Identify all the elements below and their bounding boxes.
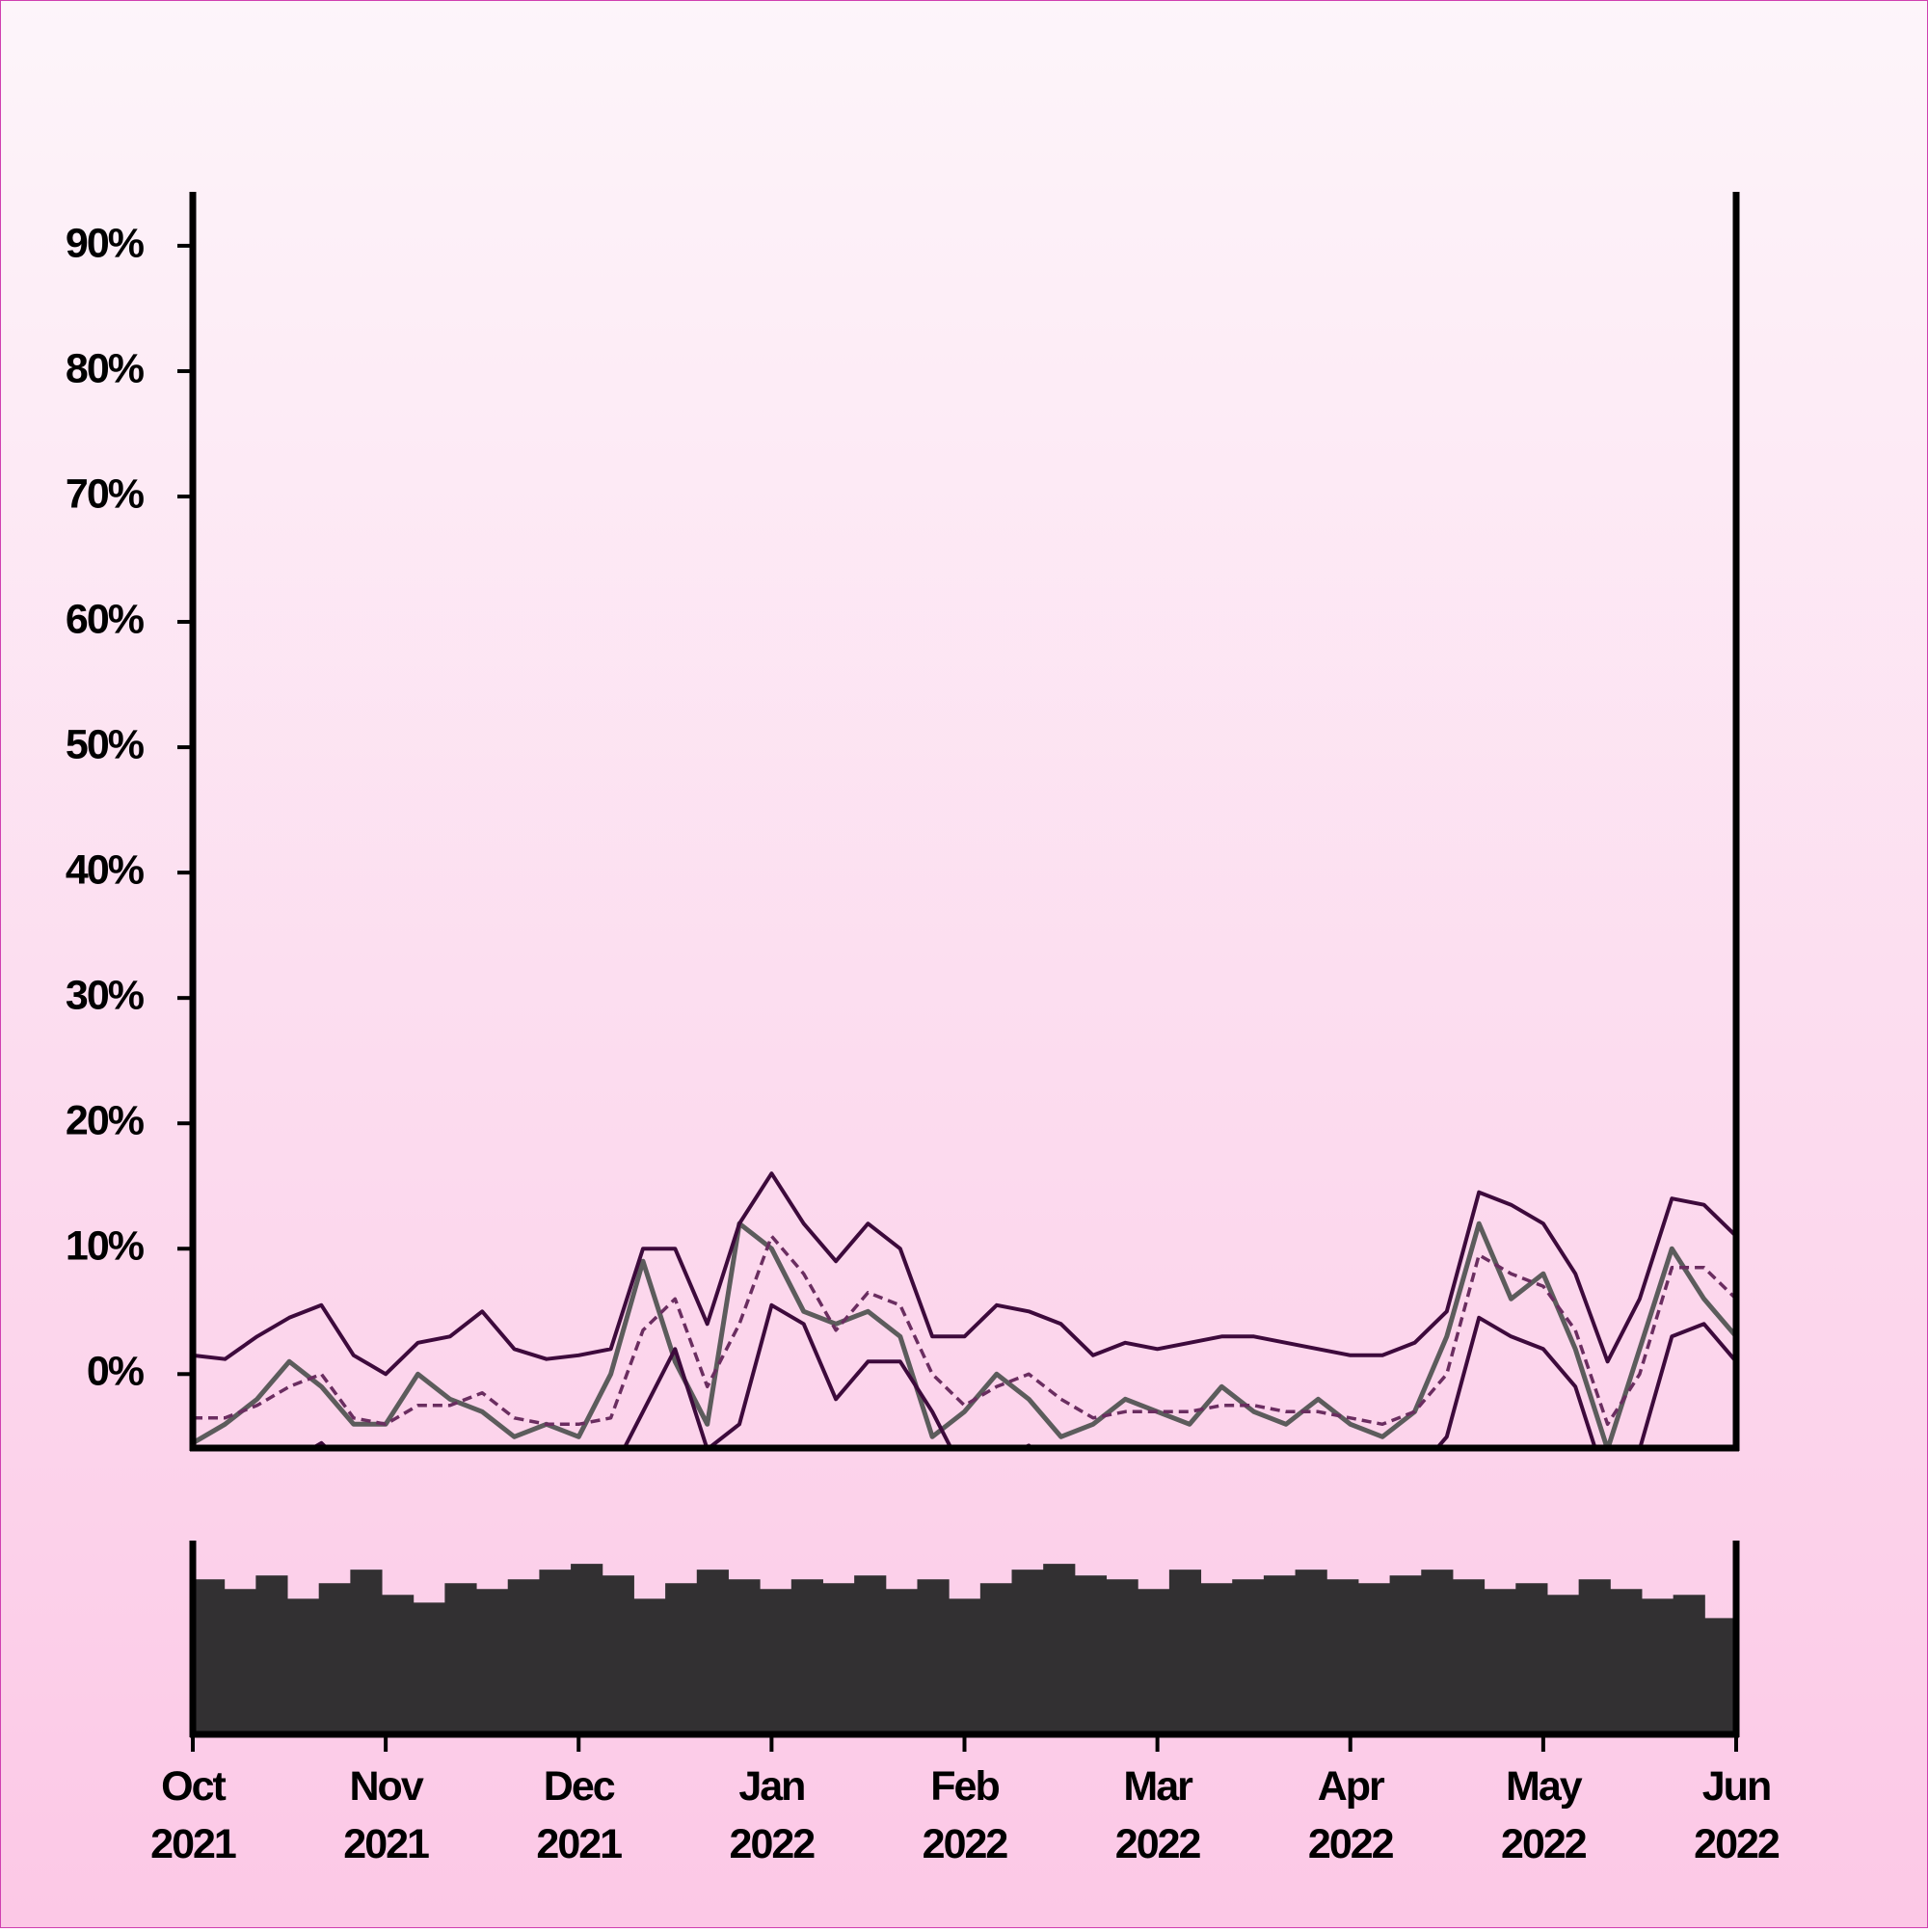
bar [854, 1575, 887, 1734]
plot-area [193, 1171, 1736, 1448]
y-tick-label: 40% [66, 846, 145, 893]
x-tick-label: Apr 2022 [1308, 1763, 1394, 1867]
bar [1357, 1583, 1391, 1734]
bar [1641, 1598, 1674, 1734]
bar [571, 1564, 603, 1734]
x-tick-label: Jan 2022 [730, 1763, 816, 1867]
bar [1673, 1595, 1705, 1734]
x-tick-label: Jun 2022 [1694, 1763, 1780, 1867]
bar [602, 1575, 634, 1734]
bar [917, 1579, 950, 1734]
bar [1610, 1589, 1643, 1734]
bar [1578, 1579, 1611, 1734]
bar [1704, 1618, 1737, 1734]
x-tick-label: Mar 2022 [1115, 1763, 1201, 1867]
bar [949, 1598, 981, 1734]
bar [476, 1589, 509, 1734]
y-tick-label: 90% [66, 220, 145, 266]
y-tick-label: 60% [66, 596, 145, 642]
x-tick-label: May 2022 [1501, 1763, 1587, 1867]
line-series [308, 1302, 1736, 1448]
bar [760, 1589, 792, 1734]
y-tick-label: 10% [66, 1223, 145, 1270]
bar [287, 1598, 320, 1734]
y-tick-label: 50% [66, 721, 145, 767]
bar [413, 1602, 445, 1734]
bar [1295, 1570, 1327, 1734]
bar [224, 1589, 256, 1734]
bar [255, 1575, 288, 1734]
bar [1168, 1570, 1202, 1734]
bar [382, 1595, 415, 1734]
bar [1546, 1595, 1580, 1734]
bar [1484, 1589, 1516, 1734]
bar [633, 1598, 666, 1734]
bar [444, 1583, 477, 1734]
bar [318, 1583, 351, 1734]
bar [1011, 1570, 1044, 1734]
bar [350, 1570, 383, 1734]
bar [696, 1570, 729, 1734]
y-tick-label: 80% [66, 345, 145, 391]
bar [1200, 1583, 1233, 1734]
x-tick-label: Oct 2021 [150, 1763, 236, 1867]
line-series [193, 1171, 1736, 1377]
bar [728, 1579, 761, 1734]
y-tick-label: 0% [87, 1349, 145, 1395]
bar [193, 1579, 226, 1734]
bar [1232, 1579, 1265, 1734]
y-tick-label: 20% [66, 1098, 145, 1144]
bar [1389, 1575, 1422, 1734]
bar [1421, 1570, 1454, 1734]
bar [507, 1579, 540, 1734]
y-tick-label: 30% [66, 973, 145, 1019]
line-series [193, 1234, 1736, 1427]
bar [1263, 1575, 1297, 1734]
bar [822, 1583, 855, 1734]
y-tick-label: 70% [66, 470, 145, 517]
bar [1106, 1579, 1138, 1734]
x-tick-label: Nov 2021 [343, 1763, 429, 1867]
bar [1074, 1575, 1108, 1734]
bar [885, 1589, 918, 1734]
bar [1452, 1579, 1486, 1734]
bar [1515, 1583, 1548, 1734]
bar [979, 1583, 1013, 1734]
bar [1326, 1579, 1359, 1734]
bar [539, 1570, 572, 1734]
bar [665, 1583, 698, 1734]
bar [1138, 1589, 1170, 1734]
bar [1043, 1564, 1076, 1734]
line-series [193, 1221, 1736, 1448]
x-tick-label: Dec 2021 [536, 1763, 622, 1867]
bar [790, 1579, 823, 1734]
x-tick-label: Feb 2022 [923, 1763, 1008, 1867]
